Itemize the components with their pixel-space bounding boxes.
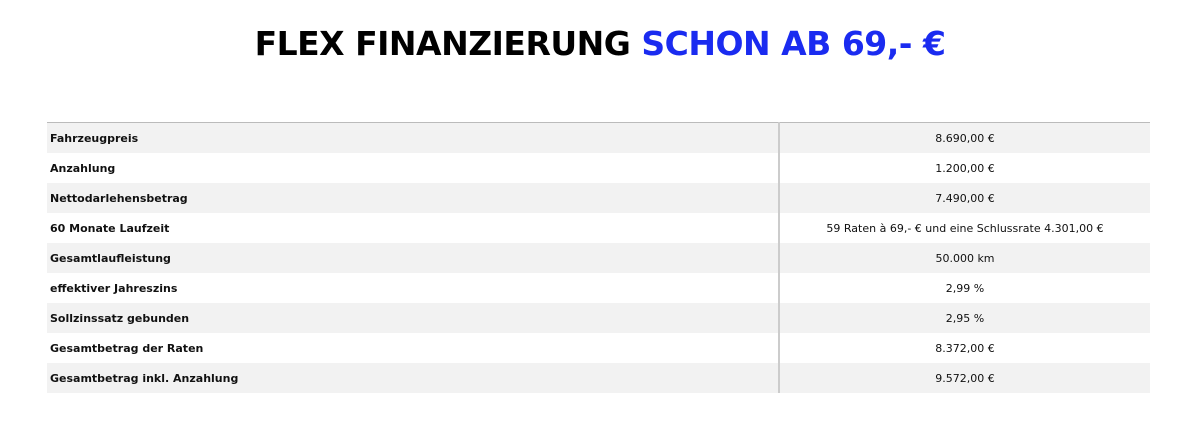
- row-value: 2,95 %: [945, 311, 985, 325]
- row-label: Gesamtlaufleistung: [47, 243, 780, 273]
- row-value: 8.372,00 €: [935, 341, 995, 355]
- table-row: 60 Monate Laufzeit 59 Raten à 69,- € und …: [47, 213, 1150, 243]
- row-value: 59 Raten à 69,- € und eine Schlussrate 4…: [826, 221, 1104, 235]
- title: FLEX FINANZIERUNG SCHON AB 69,- €: [0, 24, 1200, 63]
- row-value: 50.000 km: [935, 251, 995, 265]
- table-row: Fahrzeugpreis 8.690,00 €: [47, 122, 1150, 153]
- row-label: 60 Monate Laufzeit: [47, 213, 780, 243]
- row-label: effektiver Jahreszins: [47, 273, 780, 303]
- row-value: 8.690,00 €: [935, 131, 995, 145]
- row-value: 1.200,00 €: [935, 161, 995, 175]
- row-label: Nettodarlehensbetrag: [47, 183, 780, 213]
- table-row: Gesamtbetrag der Raten 8.372,00 €: [47, 333, 1150, 363]
- table-row: Anzahlung 1.200,00 €: [47, 153, 1150, 183]
- title-highlight: SCHON AB 69,- €: [641, 24, 946, 63]
- table-row: Sollzinssatz gebunden 2,95 %: [47, 303, 1150, 333]
- table-row: Gesamtbetrag inkl. Anzahlung 9.572,00 €: [47, 363, 1150, 393]
- row-label: Anzahlung: [47, 153, 780, 183]
- table-body: Fahrzeugpreis 8.690,00 € Anzahlung 1.200,00…: [47, 122, 1150, 393]
- row-label: Gesamtbetrag inkl. Anzahlung: [47, 363, 780, 393]
- row-label: Gesamtbetrag der Raten: [47, 333, 780, 363]
- table-row: effektiver Jahreszins 2,99 %: [47, 273, 1150, 303]
- row-label: Fahrzeugpreis: [47, 122, 780, 153]
- row-value: 9.572,00 €: [935, 371, 995, 385]
- table-row: Nettodarlehensbetrag 7.490,00 €: [47, 183, 1150, 213]
- row-value: 2,99 %: [945, 281, 985, 295]
- table-row: Gesamtlaufleistung 50.000 km: [47, 243, 1150, 273]
- title-main: FLEX FINANZIERUNG: [254, 24, 631, 63]
- finance-table: Fahrzeugpreis 8.690,00 € Anzahlung 1.200,00…: [47, 122, 1150, 393]
- row-value: 7.490,00 €: [935, 191, 995, 205]
- row-label: Sollzinssatz gebunden: [47, 303, 780, 333]
